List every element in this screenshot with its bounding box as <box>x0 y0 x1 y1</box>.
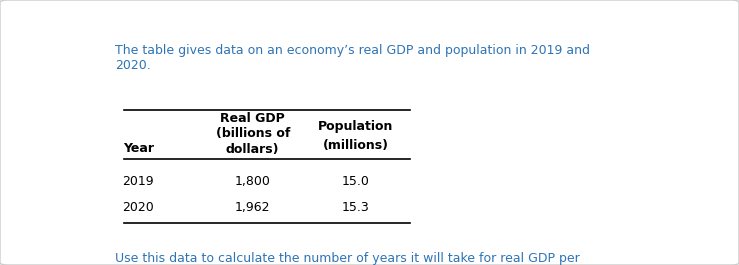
Text: Real GDP: Real GDP <box>220 112 285 125</box>
Text: Use this data to calculate the number of years it will take for real GDP per
per: Use this data to calculate the number of… <box>115 252 588 265</box>
Text: Year: Year <box>123 142 154 154</box>
Text: Population: Population <box>319 120 393 133</box>
Text: 15.3: 15.3 <box>342 201 370 214</box>
Text: 2020: 2020 <box>123 201 154 214</box>
Text: dollars): dollars) <box>226 143 279 156</box>
Text: (billions of: (billions of <box>216 127 290 140</box>
Text: 1,800: 1,800 <box>235 175 270 188</box>
Text: 2019: 2019 <box>123 175 154 188</box>
Text: (millions): (millions) <box>323 139 389 152</box>
Text: 1,962: 1,962 <box>235 201 270 214</box>
Text: The table gives data on an economy’s real GDP and population in 2019 and
2020.: The table gives data on an economy’s rea… <box>115 44 590 72</box>
Text: 15.0: 15.0 <box>342 175 370 188</box>
